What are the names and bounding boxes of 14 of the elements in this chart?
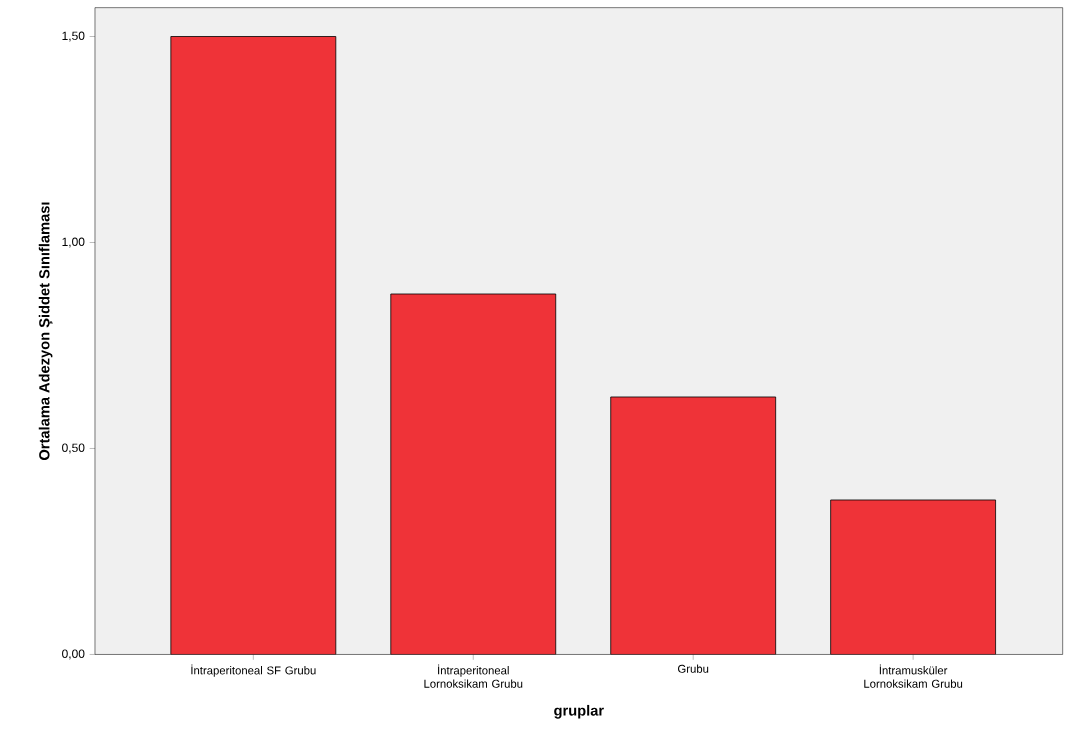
y-tick-label: 1,00: [62, 237, 85, 248]
bar: [170, 35, 337, 655]
x-tick-label: İntraperitoneal Lornoksikam Grubu: [424, 664, 523, 688]
x-tick-label: İntramusküler Lornoksikam Grubu: [864, 664, 963, 688]
bar: [830, 499, 996, 655]
x-tick-label: Grubu: [678, 664, 709, 673]
bar: [610, 396, 777, 655]
x-axis-title: gruplar: [554, 704, 604, 719]
y-tick-label: 0,50: [62, 443, 85, 454]
x-tick-label: İntraperitoneal SF Grubu: [191, 664, 316, 677]
y-tick-label: 0,00: [62, 649, 85, 660]
y-tick-label: 1,50: [62, 31, 85, 42]
y-axis-title: Ortalama Adezyon Şiddet Sınıflaması: [38, 202, 53, 460]
bar: [390, 293, 556, 655]
